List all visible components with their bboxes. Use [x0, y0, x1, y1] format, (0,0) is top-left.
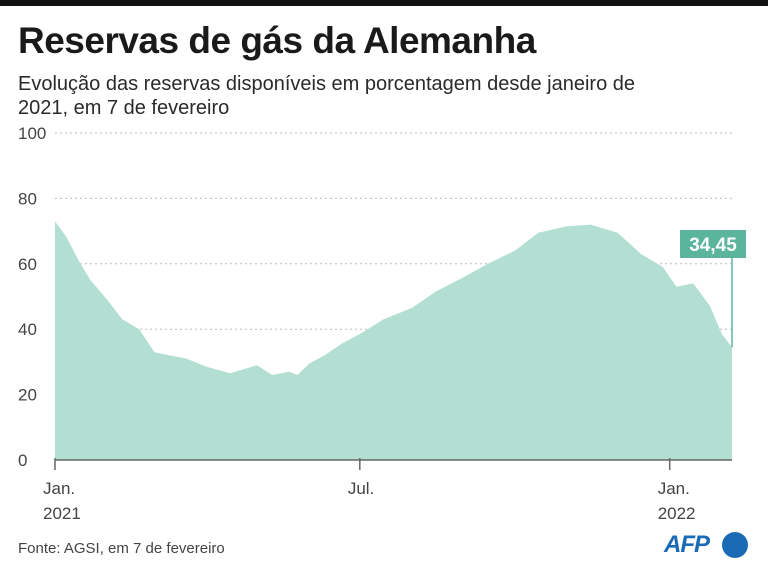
source-note: Fonte: AGSI, em 7 de fevereiro	[18, 540, 225, 557]
y-tick-label: 40	[18, 320, 37, 339]
y-tick-label: 100	[18, 124, 46, 143]
chart-subtitle: Evolução das reservas disponíveis em por…	[18, 73, 636, 119]
afp-logo: AFP	[664, 530, 754, 560]
callout-label: 34,45	[689, 235, 737, 256]
x-tick-label: Jan.	[658, 479, 690, 498]
series-area	[55, 221, 732, 460]
logo-dot-icon	[722, 532, 748, 558]
x-tick-label: 2021	[43, 504, 81, 523]
x-tick-label: Jan.	[43, 479, 75, 498]
x-tick-label: Jul.	[348, 479, 374, 498]
logo-text: AFP	[664, 531, 710, 558]
callout-box	[680, 230, 746, 258]
y-tick-label: 0	[18, 451, 27, 470]
y-tick-label: 60	[18, 255, 37, 274]
y-tick-label: 80	[18, 189, 37, 208]
chart-title: Reservas de gás da Alemanha	[18, 20, 536, 61]
y-tick-label: 20	[18, 386, 37, 405]
top-bar	[0, 0, 768, 6]
x-tick-label: 2022	[658, 504, 696, 523]
